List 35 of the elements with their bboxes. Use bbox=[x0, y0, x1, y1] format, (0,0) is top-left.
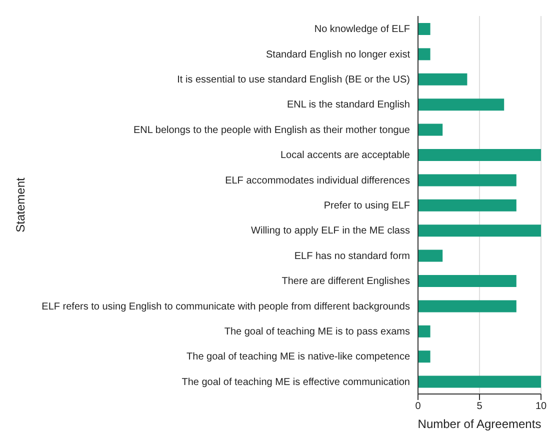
x-tick-label: 5 bbox=[476, 401, 483, 412]
y-tick-label: The goal of teaching ME is effective communication bbox=[182, 376, 410, 388]
bar bbox=[418, 48, 430, 60]
bar bbox=[418, 199, 516, 212]
y-tick-label: The goal of teaching ME is native-like competence bbox=[186, 352, 410, 363]
y-tick-label: Standard English no longer exist bbox=[266, 49, 410, 60]
y-tick-label: No knowledge of ELF bbox=[314, 24, 410, 36]
bar bbox=[418, 174, 516, 186]
y-tick-label: ELF accommodates individual differences bbox=[225, 175, 410, 186]
y-tick-label: There are different Englishes bbox=[282, 276, 410, 288]
y-tick-label: ENL is the standard English bbox=[286, 100, 410, 111]
y-tick-label: ELF refers to using English to communicate with people from different backgrounds bbox=[42, 301, 410, 312]
x-axis-title: Number of Agreements bbox=[418, 417, 542, 431]
bar bbox=[418, 300, 516, 312]
bar bbox=[418, 250, 443, 262]
y-tick-label: ELF has no standard form bbox=[294, 250, 410, 262]
bar bbox=[418, 325, 430, 338]
bar bbox=[418, 350, 430, 363]
y-tick-label: It is essential to use standard English (BE or the US) bbox=[177, 74, 410, 86]
x-tick-label: 0 bbox=[415, 401, 422, 412]
bar bbox=[418, 98, 504, 111]
y-tick-label: Willing to apply ELF in the ME class bbox=[251, 226, 410, 237]
y-axis-title: Statement bbox=[13, 176, 28, 232]
y-tick-label: Local accents are acceptable bbox=[280, 150, 410, 162]
bar bbox=[418, 376, 541, 388]
bar bbox=[418, 275, 516, 287]
y-tick-label: The goal of teaching ME is to pass exams bbox=[224, 326, 410, 338]
bar bbox=[418, 124, 443, 136]
bar bbox=[418, 23, 430, 35]
bar bbox=[418, 149, 541, 161]
y-tick-label: Prefer to using ELF bbox=[324, 200, 410, 212]
y-tick-label: ENL belongs to the people with English as their mother tongue bbox=[134, 124, 410, 136]
bar bbox=[418, 73, 468, 86]
bar bbox=[418, 224, 541, 237]
x-tick-label: 10 bbox=[535, 401, 547, 412]
